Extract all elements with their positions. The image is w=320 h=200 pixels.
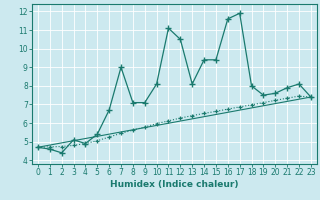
X-axis label: Humidex (Indice chaleur): Humidex (Indice chaleur) <box>110 180 239 189</box>
